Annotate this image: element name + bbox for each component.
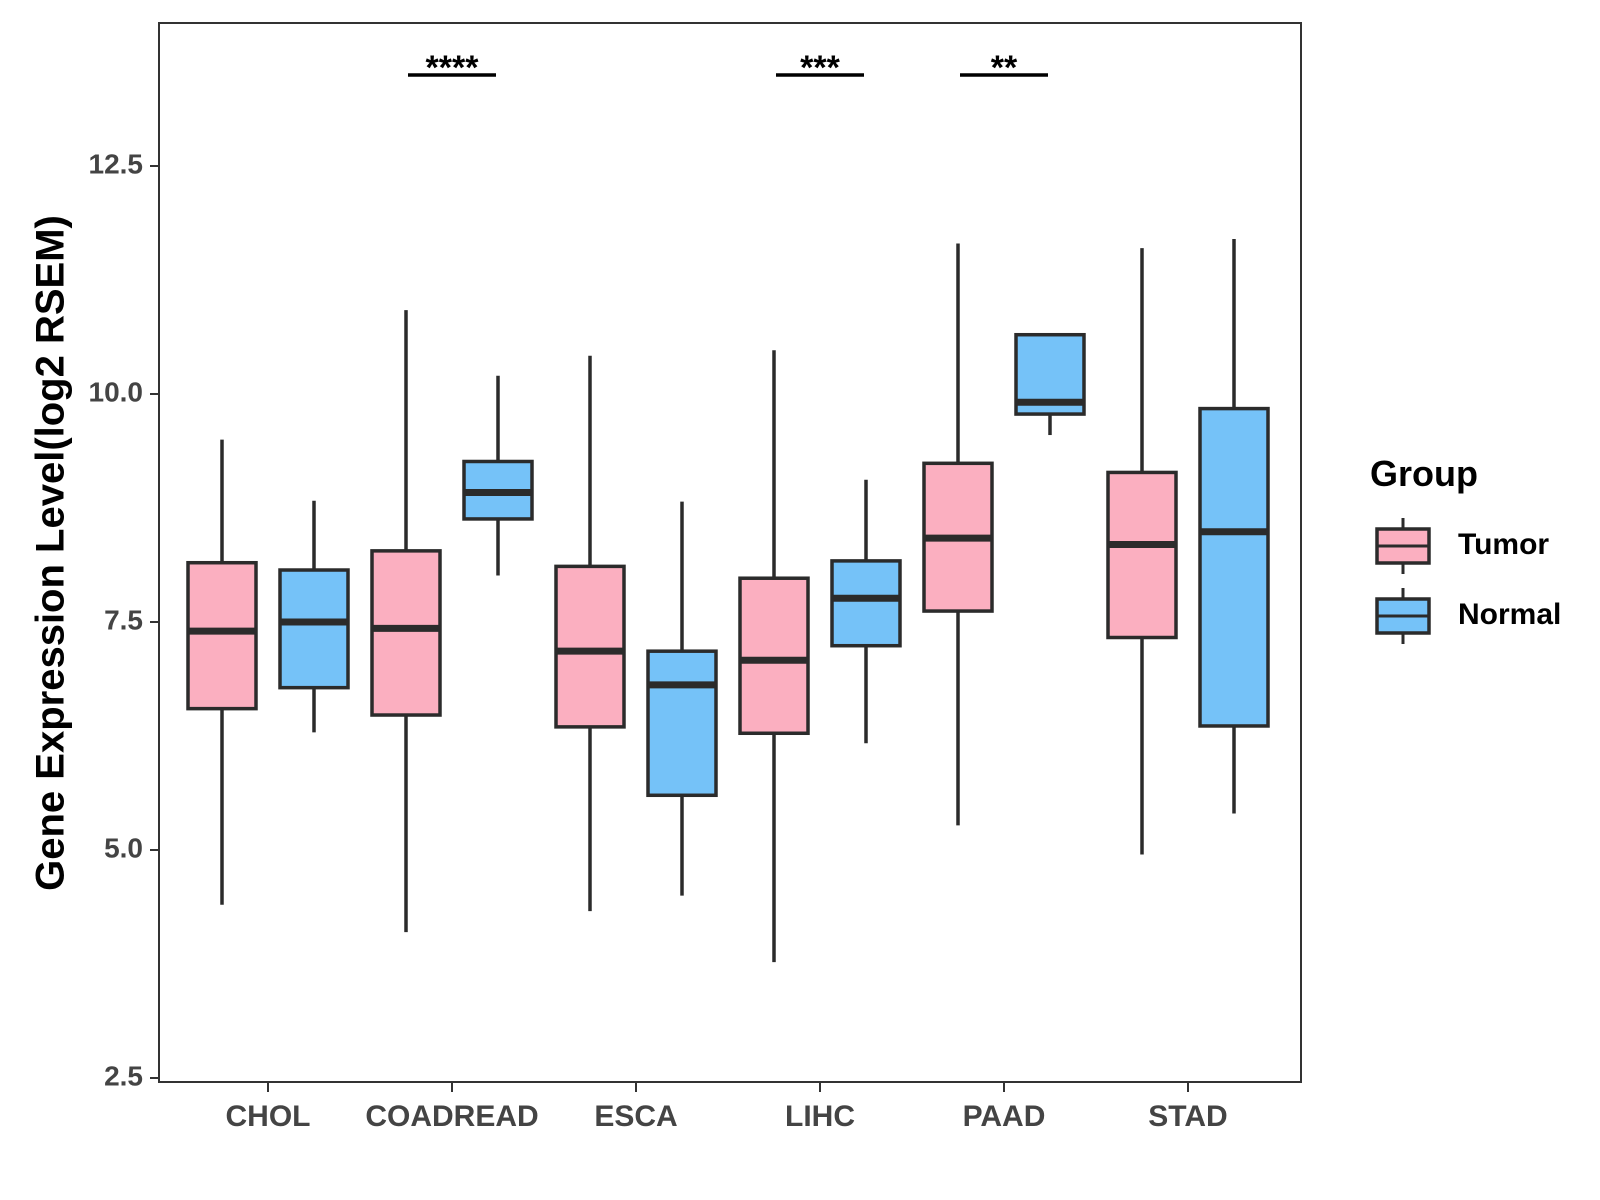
box-body [646, 649, 718, 798]
box-body [1198, 406, 1270, 728]
x-tick-label: COADREAD [365, 1100, 538, 1133]
box-body [370, 549, 442, 717]
legend: Group Tumor Normal [1370, 453, 1561, 644]
y-tick-label: 5.0 [104, 832, 143, 863]
box-tumor-lihc [738, 350, 810, 963]
box-normal-esca [646, 501, 718, 896]
box-normal-paad [1014, 332, 1086, 436]
x-axis: CHOL COADREAD ESCA LIHC PAAD STAD [226, 1082, 1228, 1133]
box-body [1106, 470, 1178, 640]
box-normal-stad [1198, 238, 1270, 814]
box-normal-lihc [830, 479, 902, 744]
y-tick-label: 2.5 [104, 1060, 143, 1091]
legend-label-tumor: Tumor [1458, 528, 1549, 561]
x-tick-label: ESCA [594, 1100, 677, 1133]
y-tick-label: 7.5 [104, 604, 143, 635]
box-group [186, 238, 1270, 963]
box-tumor-chol [186, 439, 258, 905]
box-tumor-paad [922, 243, 994, 826]
box-body [738, 576, 810, 736]
x-tick-label: CHOL [226, 1100, 311, 1133]
significance-label: **** [426, 49, 480, 87]
significance-label: *** [800, 49, 840, 87]
y-axis-label: Gene Expression Level(log2 RSEM) [29, 215, 73, 891]
box-body [278, 568, 350, 690]
y-axis: 2.5 5.0 7.5 10.0 12.5 [89, 148, 159, 1091]
box-tumor-esca [554, 355, 626, 912]
y-tick-label: 12.5 [89, 148, 144, 179]
x-tick-label: PAAD [963, 1100, 1046, 1133]
x-tick-label: LIHC [785, 1100, 855, 1133]
legend-label-normal: Normal [1458, 598, 1561, 631]
x-tick-label: STAD [1148, 1100, 1227, 1133]
box-normal-coadread [462, 375, 534, 576]
box-tumor-coadread [370, 310, 442, 933]
legend-title: Group [1370, 453, 1478, 494]
box-tumor-stad [1106, 248, 1178, 855]
box-normal-chol [278, 500, 350, 733]
significance-label: ** [991, 49, 1018, 87]
box-body [554, 564, 626, 729]
box-body [186, 560, 258, 711]
y-tick-label: 10.0 [89, 376, 144, 407]
box-body [830, 559, 902, 648]
significance-annotations: **** *** ** [408, 49, 1048, 87]
